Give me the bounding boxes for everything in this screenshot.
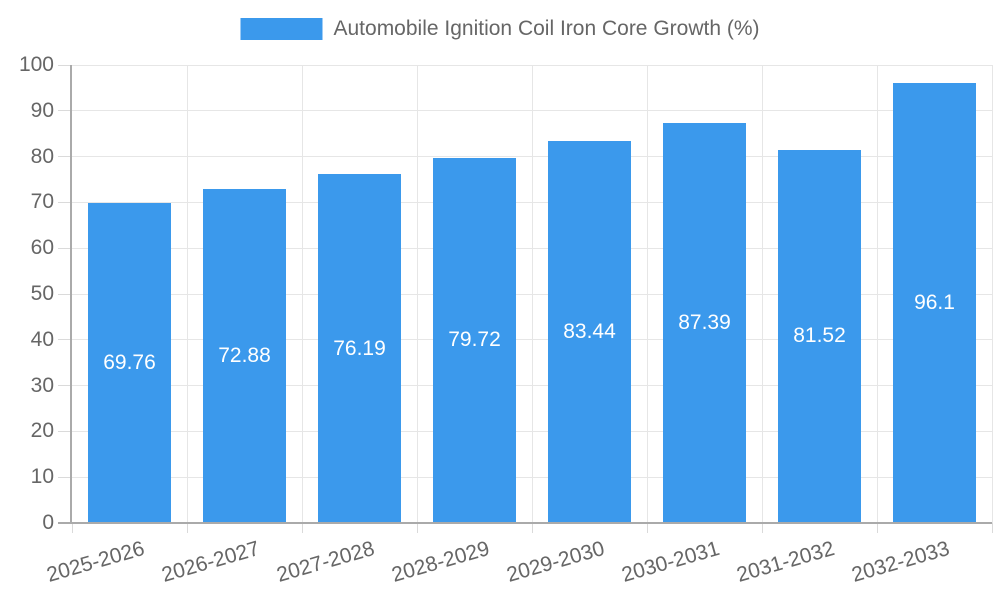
- x-gridline: [646, 65, 648, 523]
- bar-value-label: 72.88: [218, 344, 271, 368]
- x-axis-tick-label: 2028-2029: [389, 536, 493, 587]
- y-tick-mark: [58, 110, 72, 112]
- bar-value-label: 76.19: [333, 336, 386, 360]
- x-gridline: [876, 65, 878, 523]
- y-tick-mark: [58, 64, 72, 66]
- y-tick-mark: [58, 339, 72, 341]
- bar-value-label: 81.52: [793, 324, 846, 348]
- x-tick-mark: [186, 523, 188, 533]
- bar: [433, 157, 516, 523]
- y-axis-tick-label: 50: [30, 282, 54, 305]
- bar: [88, 203, 171, 523]
- bar-value-label: 96.1: [914, 290, 955, 314]
- y-axis-tick-label: 10: [30, 465, 54, 489]
- y-tick-mark: [58, 201, 72, 203]
- y-axis-tick-label: 0: [42, 511, 54, 534]
- bar-value-label: 79.72: [448, 328, 501, 352]
- legend-swatch-icon: [240, 18, 323, 40]
- x-axis-tick-label: 2026-2027: [159, 536, 263, 587]
- x-tick-mark: [71, 523, 73, 533]
- bar-value-label: 87.39: [678, 310, 731, 334]
- chart-legend-item[interactable]: Automobile Ignition Coil Iron Core Growt…: [240, 17, 760, 41]
- x-gridline: [416, 65, 418, 523]
- y-axis-tick-label: 90: [30, 98, 54, 122]
- y-axis-tick-label: 60: [30, 236, 54, 260]
- x-axis-tick-label: 2031-2032: [734, 536, 838, 587]
- x-tick-mark: [991, 523, 993, 533]
- x-gridline: [761, 65, 763, 523]
- bar-value-label: 83.44: [563, 319, 616, 343]
- bar: [548, 140, 631, 523]
- x-tick-mark: [301, 523, 303, 533]
- bar: [663, 122, 746, 523]
- bar: [778, 149, 861, 523]
- x-axis-tick-label: 2030-2031: [619, 536, 723, 587]
- y-tick-mark: [58, 156, 72, 158]
- x-axis-tick-label: 2032-2033: [849, 536, 953, 587]
- bar: [318, 174, 401, 523]
- x-tick-mark: [416, 523, 418, 533]
- x-gridline: [301, 65, 303, 523]
- x-tick-mark: [531, 523, 533, 533]
- y-axis-tick-label: 70: [30, 190, 54, 214]
- x-tick-mark: [646, 523, 648, 533]
- x-gridline: [531, 65, 533, 523]
- y-tick-mark: [58, 247, 72, 249]
- y-axis-tick-label: 20: [30, 419, 54, 443]
- x-axis-tick-label: 2027-2028: [274, 536, 378, 587]
- x-axis-tick-label: 2029-2030: [504, 536, 608, 587]
- y-axis-tick-label: 40: [30, 327, 54, 351]
- x-axis-line: [58, 522, 992, 524]
- x-gridline: [991, 65, 993, 523]
- legend-label: Automobile Ignition Coil Iron Core Growt…: [333, 17, 760, 40]
- y-axis-tick-label: 80: [30, 144, 54, 168]
- bar: [203, 189, 286, 523]
- bar: [893, 82, 976, 523]
- x-gridline: [186, 65, 188, 523]
- x-tick-mark: [876, 523, 878, 533]
- y-axis-tick-label: 30: [30, 373, 54, 397]
- y-axis-tick-label: 100: [18, 53, 54, 76]
- y-tick-mark: [58, 476, 72, 478]
- y-tick-mark: [58, 430, 72, 432]
- bar-value-label: 69.76: [103, 351, 156, 375]
- x-tick-mark: [761, 523, 763, 533]
- y-tick-mark: [58, 293, 72, 295]
- y-axis-line: [70, 65, 72, 523]
- x-axis-tick-label: 2025-2026: [44, 536, 148, 587]
- y-tick-mark: [58, 385, 72, 387]
